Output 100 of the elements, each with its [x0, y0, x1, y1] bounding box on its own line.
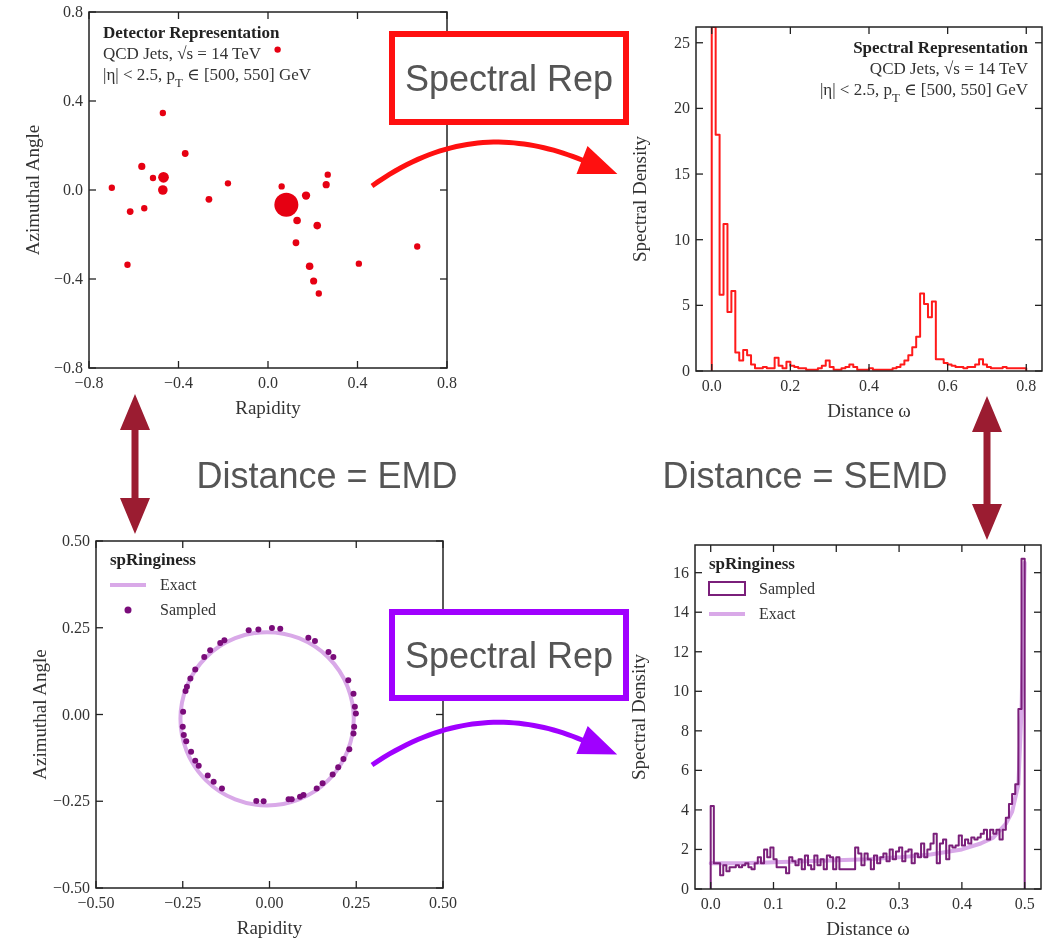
- x-tick-label: 0.3: [889, 895, 910, 912]
- point: [183, 738, 190, 745]
- point: [192, 666, 199, 673]
- point: [329, 771, 336, 778]
- point: [260, 798, 267, 805]
- point: [345, 677, 352, 684]
- point: [350, 690, 357, 697]
- annotation: QCD Jets, √s = 14 TeV: [103, 44, 262, 63]
- x-axis-title: Rapidity: [236, 917, 303, 938]
- y-tick-label: 0.0: [63, 181, 83, 198]
- x-tick-label: 0.6: [937, 377, 958, 394]
- y-tick-label: 0.50: [62, 532, 90, 549]
- point: [188, 748, 195, 755]
- legend-label: Sampled: [759, 580, 815, 598]
- point: [253, 797, 260, 804]
- y-tick-label: 4: [681, 800, 689, 818]
- y-tick-label: 10: [674, 230, 690, 248]
- y-tick-label: 15: [674, 165, 690, 183]
- point: [352, 710, 359, 717]
- point: [217, 640, 224, 647]
- x-tick-label: 0.25: [342, 894, 371, 911]
- y-tick-label: 0.8: [63, 3, 83, 20]
- point: [351, 723, 358, 730]
- point: [201, 653, 208, 660]
- legend-label: Exact: [160, 576, 197, 593]
- x-axis-title: Distance ω: [826, 918, 910, 939]
- point: [268, 625, 275, 632]
- point: [192, 757, 199, 764]
- y-tick-label: 0.4: [63, 92, 83, 109]
- point: [346, 746, 353, 753]
- annotation: |η| < 2.5, p$_{T}$ ∈ [500, 550] GeV: [103, 65, 312, 90]
- point: [218, 785, 225, 792]
- y-tick-label: 25: [674, 33, 690, 51]
- y-tick-label: 20: [674, 99, 690, 117]
- point: [325, 649, 332, 656]
- y-tick-label: −0.4: [53, 270, 83, 287]
- x-tick-label: 0.2: [826, 895, 847, 912]
- point: [330, 653, 337, 660]
- point: [340, 755, 347, 762]
- x-tick-label: −0.8: [74, 374, 104, 391]
- point: [335, 764, 342, 771]
- x-tick-label: 0.8: [437, 374, 457, 391]
- point: [350, 730, 357, 737]
- point: [319, 780, 326, 787]
- x-tick-label: 0.1: [763, 895, 784, 912]
- legend-title: spRinginess: [709, 554, 796, 573]
- x-tick-label: 0.00: [255, 894, 284, 911]
- text: Detector Representation: [103, 23, 280, 42]
- point: [204, 772, 211, 779]
- y-tick-label: 10: [673, 682, 689, 700]
- x-tick-label: 0.8: [1016, 377, 1037, 394]
- x-tick-label: 0.0: [700, 895, 721, 912]
- point: [245, 627, 252, 634]
- x-tick-label: −0.4: [163, 374, 194, 391]
- point: [221, 637, 228, 644]
- point: [187, 675, 194, 682]
- legend-label: Sampled: [160, 601, 216, 619]
- point: [210, 778, 217, 785]
- point: [351, 703, 358, 710]
- x-tick-label: 0.4: [347, 374, 368, 391]
- legend-label: Exact: [759, 605, 796, 622]
- y-tick-label: 8: [681, 721, 689, 739]
- point: [311, 637, 318, 644]
- y-tick-label: 5: [682, 296, 690, 314]
- y-tick-label: −0.50: [52, 879, 90, 896]
- x-tick-label: 0.2: [780, 377, 801, 394]
- x-tick-label: 0.0: [258, 374, 278, 391]
- y-tick-label: 2: [681, 840, 689, 858]
- y-axis-title: Azimuthal Angle: [22, 124, 43, 256]
- point: [183, 683, 190, 690]
- y-axis-title: Spectral Density: [628, 653, 649, 781]
- x-axis-title: Rapidity: [235, 397, 302, 418]
- point: [195, 762, 202, 769]
- y-tick-label: 16: [673, 563, 689, 581]
- y-tick-label: 0: [681, 880, 689, 897]
- point: [179, 723, 186, 730]
- x-tick-label: −0.50: [77, 894, 115, 911]
- annotation: |η| < 2.5, p$_{T}$ ∈ [500, 550] GeV: [819, 80, 1029, 105]
- point: [305, 634, 312, 641]
- x-axis-title: Distance ω: [827, 400, 911, 421]
- x-tick-label: 0.50: [429, 894, 457, 911]
- text: Distance = SEMD: [662, 455, 948, 496]
- x-tick-label: 0.4: [951, 895, 972, 912]
- y-tick-label: −0.8: [53, 359, 83, 376]
- text: Spectral Representation: [853, 38, 1029, 57]
- point: [180, 731, 187, 738]
- annotation: Spectral Rep: [404, 635, 614, 676]
- annotation: QCD Jets, √s = 14 TeV: [869, 59, 1029, 78]
- x-tick-label: 0.0: [701, 377, 722, 394]
- y-tick-label: 0.00: [62, 705, 90, 723]
- x-tick-label: 0.4: [859, 377, 879, 394]
- point: [277, 625, 284, 632]
- y-tick-label: 12: [673, 642, 689, 660]
- y-tick-label: 6: [681, 761, 689, 779]
- y-axis-title: Azimuthal Angle: [29, 649, 50, 780]
- text: Distance = EMD: [196, 455, 458, 496]
- point: [313, 785, 320, 792]
- y-tick-label: −0.25: [52, 792, 90, 810]
- y-tick-label: 0.25: [62, 618, 90, 636]
- y-tick-label: 0: [682, 362, 690, 379]
